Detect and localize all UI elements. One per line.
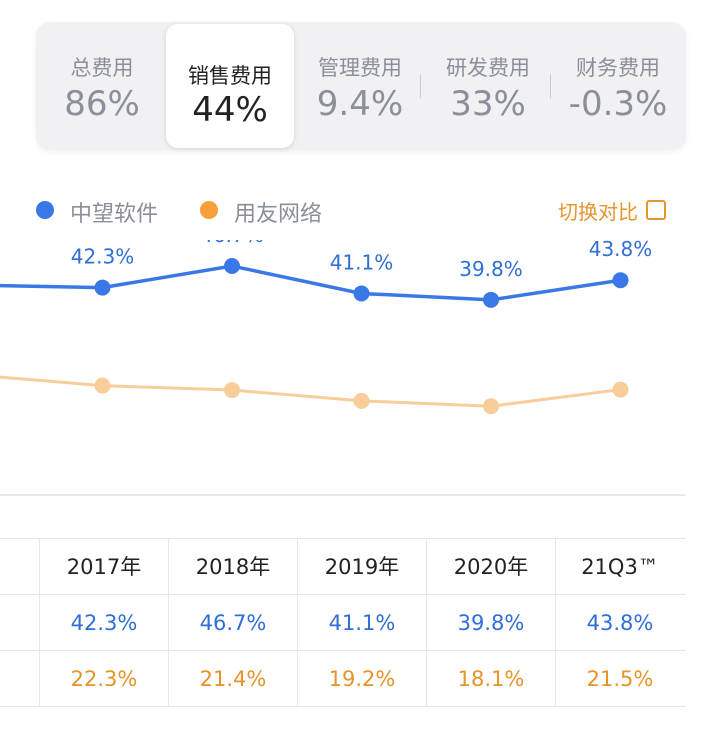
table-bottom-border [0,706,686,707]
expense-tabs: 总费用 86% 销售费用 44% 管理费用 9.4% 研发费用 33% 财务费用… [36,22,686,150]
data-label: 46.7% [200,240,264,247]
data-point[interactable] [483,398,499,415]
table-cell: 43.8% [555,595,684,651]
data-point[interactable] [94,377,111,394]
tab-label: 财务费用 [576,56,660,80]
series-line-yonyou [0,375,621,408]
table-header-cell: 2018年 [168,539,297,595]
tab-label: 总费用 [70,56,134,80]
tab-sales-expense[interactable]: 销售费用 44% [166,24,294,148]
data-point[interactable] [353,285,370,302]
data-point[interactable] [224,257,240,274]
table-cell: 39.8% [426,595,555,651]
data-label: 39.8% [459,257,523,281]
tab-value: 9.4% [316,84,404,124]
legend-label: 用友网络 [234,202,323,227]
table-header-cell: 2019年 [297,539,426,595]
switch-compare-button[interactable]: 切换对比 [558,196,666,225]
tab-label: 销售费用 [188,64,272,88]
data-label: 41.1% [330,250,394,274]
table-header-cell: 21Q3™ [555,539,684,595]
table-row: % 42.3% 46.7% 41.1% 39.8% 43.8% [0,594,686,651]
legend-label: 中望软件 [70,202,159,227]
tab-value: 33% [450,84,526,124]
tab-divider [420,74,421,98]
data-point[interactable] [224,382,240,399]
line-chart: %42.3%46.7%41.1%39.8%43.8% [0,240,686,496]
table-cell: 21.5% [555,651,684,707]
tab-value: 44% [192,90,268,130]
data-point[interactable] [353,392,370,409]
table-cell: % [0,595,39,651]
table-header-cell: 年 [0,539,39,595]
data-point[interactable] [612,381,629,398]
tab-label: 管理费用 [318,56,402,80]
tab-rd-expense[interactable]: 研发费用 33% [424,22,552,150]
table-cell: 46.7% [168,595,297,651]
table-cell: % [0,651,39,707]
table-cell: 41.1% [297,595,426,651]
series-line-zwsoft [0,264,621,302]
table-cell: 42.3% [39,595,168,651]
table-row: % 22.3% 21.4% 19.2% 18.1% 21.5% [0,650,686,707]
legend-dot-icon [36,201,54,219]
switch-label: 切换对比 [558,200,638,224]
tab-value: -0.3% [568,84,668,124]
tab-label: 研发费用 [446,56,530,80]
data-label: 43.8% [589,240,653,261]
table-cell: 18.1% [426,651,555,707]
data-point[interactable] [94,279,111,296]
data-point[interactable] [483,291,499,308]
table-header-cell: 2020年 [426,539,555,595]
tab-divider [550,74,551,98]
table-header-row: 年 2017年 2018年 2019年 2020年 21Q3™ [0,538,686,595]
legend-dot-icon [200,201,218,219]
data-point[interactable] [612,272,629,289]
tab-finance-expense[interactable]: 财务费用 -0.3% [554,22,682,150]
tab-admin-expense[interactable]: 管理费用 9.4% [296,22,424,150]
tab-total-expense[interactable]: 总费用 86% [38,22,166,150]
table-cell: 22.3% [39,651,168,707]
table-cell: 21.4% [168,651,297,707]
table-header-cell: 2017年 [39,539,168,595]
tab-value: 86% [64,84,140,124]
switch-icon [646,200,666,220]
data-label: 42.3% [71,245,135,269]
table-cell: 19.2% [297,651,426,707]
